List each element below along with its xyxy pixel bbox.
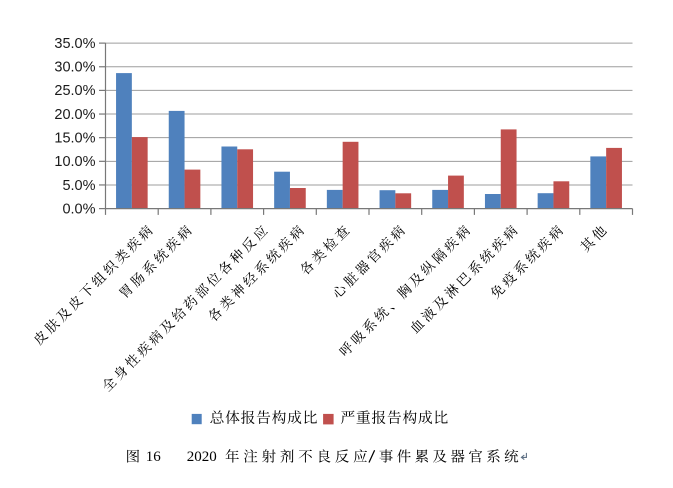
svg-text:2020: 2020 xyxy=(187,449,217,465)
svg-text:5.0%: 5.0% xyxy=(62,178,95,194)
svg-text:25.0%: 25.0% xyxy=(54,83,95,99)
svg-text:35.0%: 35.0% xyxy=(54,36,95,52)
svg-text:20.0%: 20.0% xyxy=(54,107,95,123)
svg-text:10.0%: 10.0% xyxy=(54,154,95,170)
svg-text:16: 16 xyxy=(146,449,162,465)
svg-text:0.0%: 0.0% xyxy=(62,201,95,217)
svg-text:30.0%: 30.0% xyxy=(54,60,95,76)
svg-text:15.0%: 15.0% xyxy=(54,130,95,146)
